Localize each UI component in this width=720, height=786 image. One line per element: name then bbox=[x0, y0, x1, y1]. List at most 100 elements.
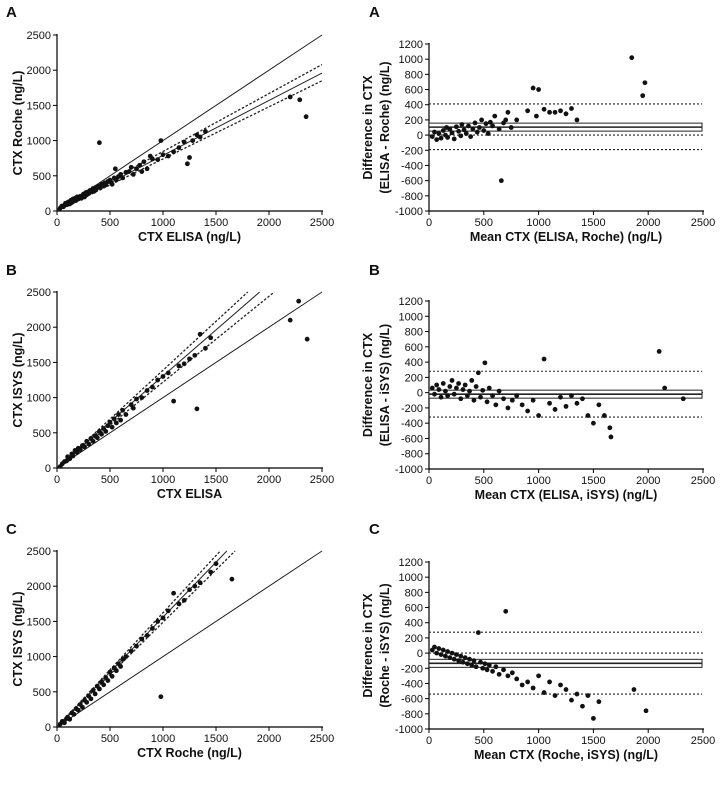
plot-area bbox=[429, 55, 703, 184]
data-point bbox=[479, 117, 485, 123]
data-point bbox=[629, 55, 635, 61]
data-point bbox=[505, 673, 511, 679]
ci-lower-line bbox=[57, 291, 275, 468]
data-point bbox=[558, 108, 563, 114]
data-point bbox=[482, 360, 488, 366]
data-point bbox=[128, 402, 134, 408]
data-point bbox=[139, 169, 145, 174]
data-point bbox=[509, 397, 515, 403]
data-point bbox=[103, 182, 109, 188]
y-axis-label: (ELISA - iSYS) (ng/L) bbox=[378, 324, 392, 446]
data-point bbox=[128, 164, 134, 170]
data-point bbox=[194, 406, 200, 412]
x-tick-label: 1500 bbox=[581, 735, 605, 747]
y-tick-label: -400 bbox=[401, 418, 423, 430]
data-point bbox=[608, 434, 614, 440]
y-tick-label: 2500 bbox=[27, 287, 51, 299]
x-tick-label: 1500 bbox=[204, 733, 228, 745]
plot-area bbox=[429, 608, 703, 721]
data-point bbox=[84, 699, 90, 705]
data-point bbox=[473, 664, 479, 670]
data-point bbox=[192, 352, 198, 358]
y-tick-label: 2000 bbox=[27, 322, 51, 334]
data-point bbox=[487, 119, 493, 125]
y-tick-label: 1500 bbox=[27, 616, 51, 628]
x-axis-label: Mean CTX (ELISA, iSYS) (ng/L) bbox=[475, 488, 658, 502]
x-tick-label: 2500 bbox=[310, 217, 334, 229]
panel-label: B bbox=[369, 262, 380, 279]
data-point bbox=[436, 131, 442, 136]
data-point bbox=[187, 155, 192, 160]
data-point bbox=[123, 654, 129, 659]
data-point bbox=[454, 124, 459, 130]
panel-label: A bbox=[369, 4, 380, 21]
x-tick-label: 2000 bbox=[257, 474, 281, 486]
data-point bbox=[451, 656, 457, 662]
data-point bbox=[447, 126, 453, 132]
data-point bbox=[438, 135, 444, 141]
x-tick-label: 2500 bbox=[691, 475, 715, 487]
y-axis-label: CTX ISYS (ng/L) bbox=[11, 591, 25, 686]
data-point bbox=[508, 125, 514, 130]
panel-scatterC: C 0 500 1000 1500 2000 2500 0 500 1000 1500 2000 250… bbox=[6, 521, 334, 760]
data-point bbox=[470, 126, 476, 132]
data-point bbox=[471, 658, 477, 664]
y-tick-label: 1200 bbox=[399, 39, 423, 51]
data-point bbox=[181, 139, 187, 145]
y-tick-label: 2000 bbox=[27, 65, 51, 77]
data-point bbox=[137, 162, 143, 168]
data-point bbox=[434, 382, 440, 388]
x-axis-label: Mean CTX (Roche, iSYS) (ng/L) bbox=[474, 748, 658, 762]
y-axis-label: Difference in CTX bbox=[361, 332, 375, 437]
data-point bbox=[552, 407, 558, 412]
data-point bbox=[574, 691, 580, 697]
data-point bbox=[480, 387, 486, 393]
x-tick-label: 500 bbox=[475, 735, 493, 747]
y-tick-label: 400 bbox=[405, 618, 423, 630]
x-tick-label: 2500 bbox=[691, 735, 715, 747]
x-tick-label: 500 bbox=[475, 217, 493, 229]
y-tick-label: 600 bbox=[405, 85, 423, 97]
data-point bbox=[519, 682, 525, 688]
data-point bbox=[67, 456, 73, 462]
data-point bbox=[466, 123, 471, 129]
data-point bbox=[505, 405, 511, 411]
data-point bbox=[490, 393, 495, 399]
x-tick-label: 0 bbox=[426, 735, 432, 747]
x-tick-label: 0 bbox=[54, 474, 60, 486]
y-tick-label: 800 bbox=[405, 327, 423, 339]
y-tick-label: -600 bbox=[401, 433, 423, 445]
data-point bbox=[482, 661, 488, 667]
data-point bbox=[443, 653, 448, 659]
data-point bbox=[525, 679, 531, 685]
y-tick-label: 400 bbox=[405, 100, 423, 112]
data-point bbox=[107, 419, 113, 425]
data-point bbox=[113, 420, 119, 426]
y-axis-label: (ELISA - Roche) (ng/L) bbox=[378, 61, 392, 193]
data-point bbox=[569, 393, 574, 399]
panel-label: A bbox=[6, 4, 17, 21]
data-point bbox=[109, 181, 115, 187]
data-point bbox=[70, 453, 76, 459]
y-tick-label: -200 bbox=[401, 403, 423, 415]
data-point bbox=[662, 385, 668, 391]
data-point bbox=[464, 393, 470, 399]
data-point bbox=[449, 130, 455, 136]
data-point bbox=[580, 703, 585, 709]
data-point bbox=[574, 400, 580, 406]
data-point bbox=[547, 109, 552, 115]
data-point bbox=[123, 412, 129, 417]
plot-area bbox=[429, 349, 703, 440]
y-axis-label: Difference in CTX bbox=[361, 593, 375, 698]
data-point bbox=[461, 127, 467, 133]
data-point bbox=[459, 122, 465, 127]
data-point bbox=[601, 413, 607, 418]
x-tick-label: 0 bbox=[54, 217, 60, 229]
y-axis-label: CTX Roche (ng/L) bbox=[11, 71, 25, 176]
data-point bbox=[541, 690, 547, 695]
y-tick-label: 500 bbox=[33, 428, 51, 440]
data-point bbox=[74, 450, 80, 455]
y-tick-label: 1000 bbox=[27, 393, 51, 405]
data-point bbox=[101, 682, 107, 688]
data-point bbox=[139, 395, 145, 400]
